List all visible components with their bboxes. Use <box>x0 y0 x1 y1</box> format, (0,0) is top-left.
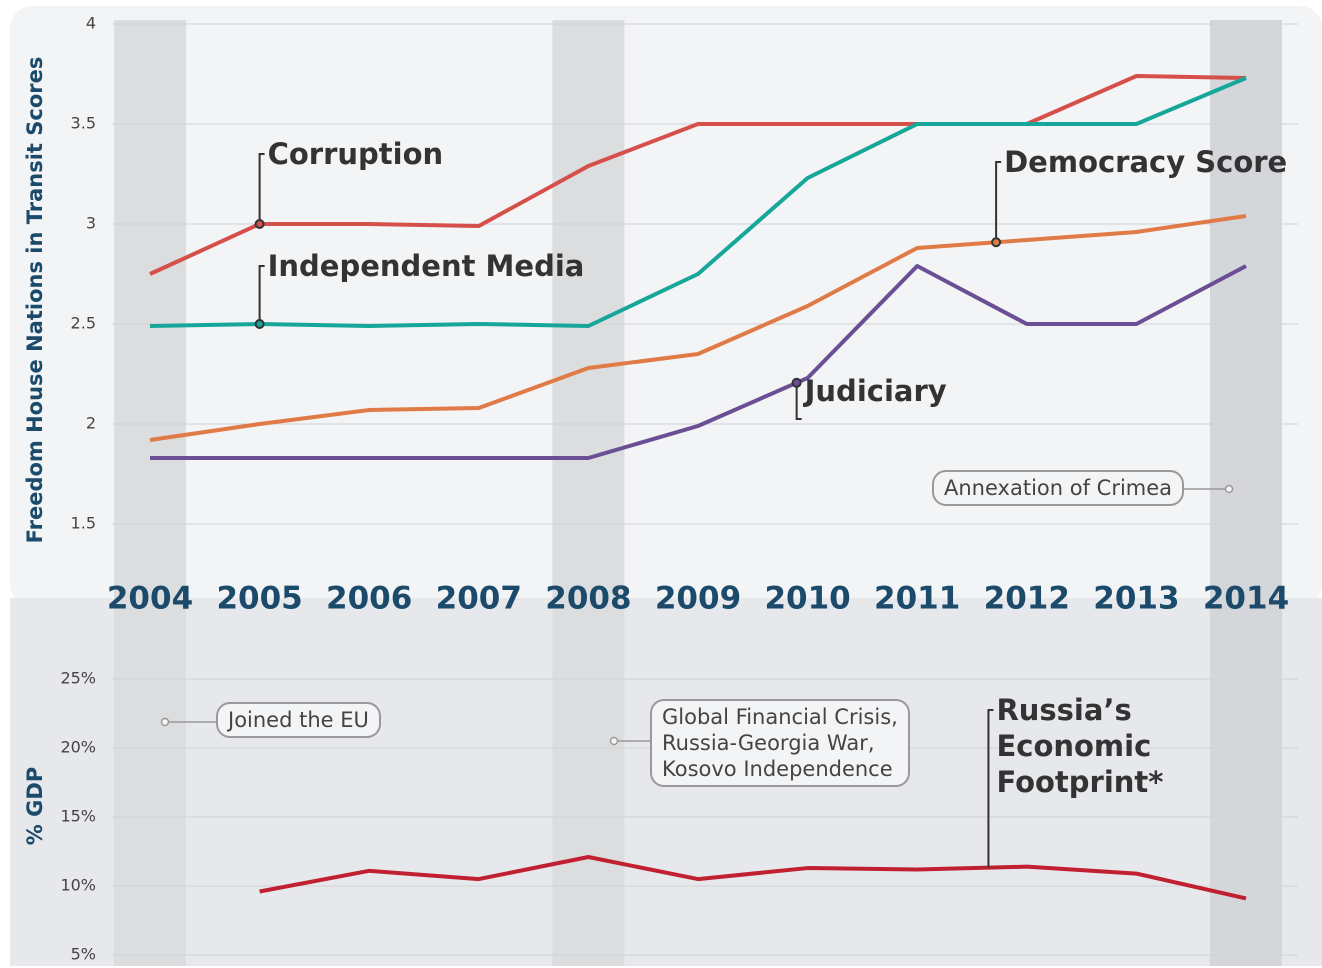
annotation-text: Kosovo Independence <box>662 757 893 781</box>
annotation-dot <box>1224 484 1234 494</box>
annotation-text: Joined the EU <box>228 708 369 732</box>
x-tick-label: 2008 <box>545 581 631 617</box>
annotation-box: Joined the EU <box>216 702 381 738</box>
y-tick-label: 2 <box>86 414 96 433</box>
y-tick-label: 1.5 <box>71 514 96 533</box>
series-label: Corruption <box>267 137 444 171</box>
x-tick-label: 2004 <box>107 581 193 617</box>
annotation-dot <box>160 717 170 727</box>
x-tick-label: 2005 <box>216 581 302 617</box>
line-series <box>149 76 1247 328</box>
series-label: Russia’s Economic Footprint* <box>996 693 1164 799</box>
series-label: Democracy Score <box>1004 145 1288 179</box>
y-tick-label: 5% <box>71 945 96 964</box>
y-tick-label: 15% <box>60 807 96 826</box>
x-tick-label: 2011 <box>874 581 960 617</box>
x-tick-label: 2012 <box>984 581 1070 617</box>
y-tick-label: 25% <box>60 669 96 688</box>
line-series <box>259 855 1247 901</box>
top-panel <box>10 6 1322 606</box>
callout-line <box>258 265 265 324</box>
x-tick-label: 2014 <box>1203 581 1289 617</box>
callout-dot <box>254 219 265 229</box>
y-axis-title: Freedom House Nations in Transit Scores <box>23 57 47 544</box>
callout-line <box>995 161 1002 243</box>
callout-line <box>987 709 994 868</box>
line-series <box>149 214 1247 442</box>
annotation-box: Annexation of Crimea <box>932 470 1185 506</box>
y-tick-label: 3 <box>86 214 96 233</box>
shaded-band <box>1210 20 1282 966</box>
series-label: Independent Media <box>267 249 585 283</box>
y-tick-label: 2.5 <box>71 314 96 333</box>
callout-line <box>795 382 802 420</box>
annotation-box: Global Financial Crisis, Russia-Georgia W… <box>650 699 910 787</box>
callout-dot <box>791 377 802 388</box>
line-series <box>149 74 1247 276</box>
x-tick-label: 2010 <box>764 581 850 617</box>
y-axis-title: % GDP <box>23 767 47 845</box>
y-tick-label: 20% <box>60 738 96 757</box>
annotation-text: Global Financial Crisis, <box>662 705 898 729</box>
y-tick-label: 10% <box>60 876 96 895</box>
callout-dot <box>991 237 1002 248</box>
annotation-dot <box>609 736 619 746</box>
annotation-text: Annexation of Crimea <box>944 476 1173 500</box>
callout-dot <box>254 319 265 329</box>
x-tick-label: 2006 <box>326 581 412 617</box>
series-label: Judiciary <box>804 374 947 408</box>
callout-line <box>258 153 265 224</box>
x-tick-label: 2013 <box>1093 581 1179 617</box>
x-tick-label: 2009 <box>655 581 741 617</box>
line-series <box>150 264 1247 460</box>
y-tick-label: 3.5 <box>71 114 96 133</box>
shaded-band <box>552 20 625 966</box>
y-tick-label: 4 <box>86 14 96 33</box>
shaded-band <box>114 20 186 966</box>
x-tick-label: 2007 <box>436 581 522 617</box>
annotation-text: Russia-Georgia War, <box>662 731 875 755</box>
